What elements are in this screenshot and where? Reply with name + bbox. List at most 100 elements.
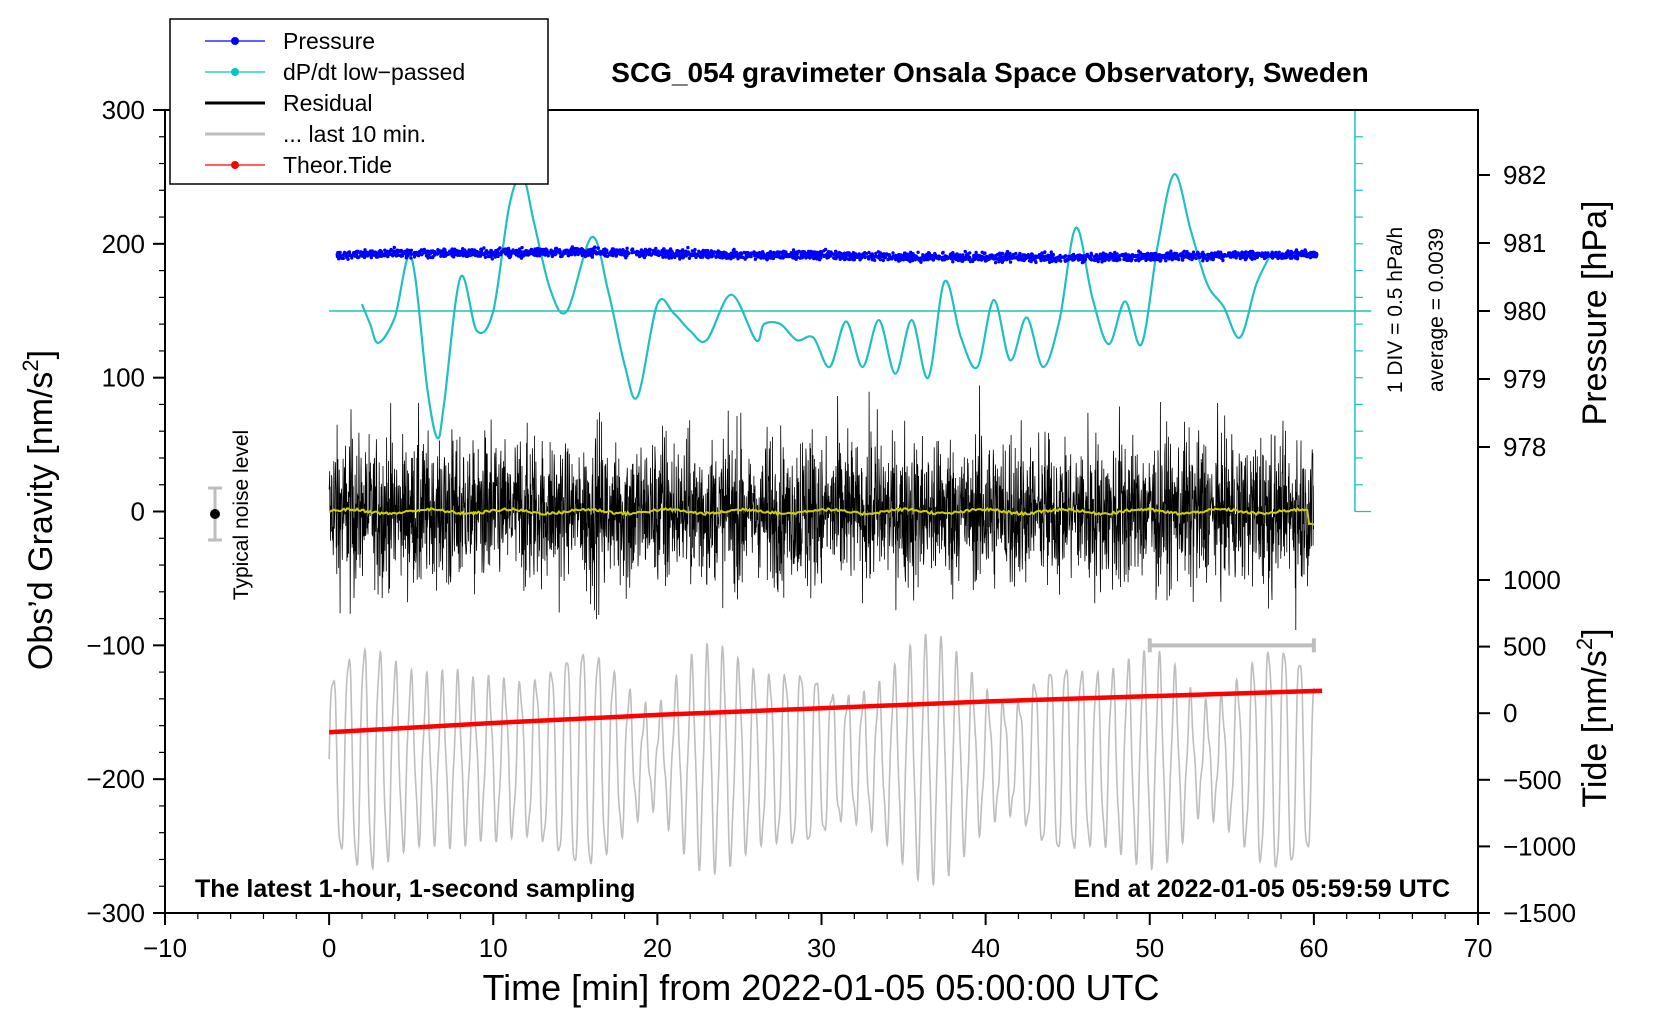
pressure-point: [1009, 255, 1013, 260]
legend-label: Theor.Tide: [283, 152, 392, 178]
pressure-point: [745, 251, 750, 256]
pressure-point: [719, 253, 724, 258]
pressure-point: [450, 247, 454, 251]
pressure-point: [370, 249, 374, 253]
pressure-point: [441, 254, 446, 258]
x-tick-label: 20: [643, 933, 672, 963]
pressure-point: [1006, 251, 1011, 256]
pressure-point: [1129, 254, 1134, 258]
pressure-point: [677, 251, 681, 255]
pressure-point: [1018, 257, 1022, 262]
pressure-point: [709, 249, 713, 253]
pressure-point: [470, 249, 474, 253]
pressure-point: [1065, 257, 1070, 261]
pressure-point: [941, 250, 945, 255]
legend-label: Pressure: [283, 28, 375, 54]
pressure-point: [731, 248, 735, 253]
pressure-point: [647, 250, 652, 254]
pressure-point: [832, 256, 837, 260]
tide-tick-label: −1500: [1503, 898, 1576, 928]
dpdt-average-label: average = 0.0039: [1425, 228, 1448, 392]
y-axis-label-pressure: Pressure [hPa]: [1576, 201, 1614, 426]
pressure-point: [409, 248, 414, 252]
y-tick-label: −200: [86, 764, 145, 794]
pressure-point: [1294, 248, 1299, 252]
pressure-point: [569, 252, 574, 257]
pressure-point: [608, 251, 612, 256]
pressure-point: [1039, 258, 1043, 263]
pressure-point: [742, 250, 746, 255]
pressure-point: [1082, 256, 1086, 260]
pressure-point: [968, 259, 973, 264]
pressure-point: [593, 245, 597, 249]
pressure-point: [956, 255, 961, 259]
pressure-point: [1164, 252, 1169, 256]
pressure-point: [599, 249, 603, 254]
pressure-point: [926, 257, 930, 262]
pressure-point: [993, 260, 998, 265]
pressure-point: [467, 252, 471, 256]
tide-tick-label: 1000: [1503, 565, 1561, 595]
residual-mean-trace: [328, 506, 1315, 526]
pressure-point: [1098, 252, 1102, 256]
pressure-point: [1072, 257, 1076, 262]
pressure-point: [490, 257, 494, 261]
pressure-point: [1113, 251, 1117, 256]
pressure-point: [452, 251, 456, 256]
pressure-point: [523, 251, 527, 255]
pressure-point: [1238, 256, 1243, 261]
pressure-point: [910, 258, 915, 263]
pressure-point: [1094, 253, 1099, 257]
last-10-min-trace: [328, 633, 1315, 887]
pressure-point: [580, 249, 584, 253]
pressure-point: [377, 250, 381, 254]
pressure-point: [1111, 258, 1115, 262]
y-tick-label: 0: [131, 497, 145, 527]
pressure-point: [1075, 254, 1080, 258]
pressure-point: [643, 253, 647, 258]
pressure-point: [919, 260, 923, 264]
pressure-point: [479, 250, 484, 255]
pressure-point: [643, 247, 648, 252]
pressure-point: [386, 252, 390, 257]
pressure-point: [839, 251, 843, 256]
pressure-point: [761, 250, 765, 254]
pressure-point: [651, 248, 656, 253]
pressure-point: [789, 251, 793, 255]
pressure-point: [1169, 249, 1173, 253]
pressure-point: [520, 245, 524, 250]
pressure-point: [395, 248, 399, 252]
pressure-point: [897, 259, 901, 263]
legend-entry: Pressure: [205, 28, 375, 54]
pressure-point: [618, 248, 622, 252]
pressure-point: [1100, 260, 1104, 264]
pressure-point: [1062, 255, 1066, 259]
pressure-point: [625, 246, 629, 250]
pressure-point: [1226, 253, 1231, 257]
pressure-point: [1253, 254, 1257, 258]
pressure-point: [637, 250, 642, 255]
pressure-point: [805, 254, 809, 259]
pressure-point: [791, 253, 796, 258]
pressure-point: [379, 250, 384, 254]
pressure-point: [345, 255, 349, 259]
pressure-point: [1128, 258, 1133, 262]
pressure-point: [442, 247, 446, 251]
pressure-point: [1249, 252, 1253, 256]
pressure-point: [438, 249, 442, 254]
pressure-point: [566, 252, 570, 256]
pressure-point: [1108, 254, 1112, 258]
pressure-point: [1144, 252, 1148, 257]
pressure-point: [1122, 254, 1126, 259]
pressure-point: [554, 246, 559, 250]
pressure-point: [857, 252, 861, 256]
pressure-point: [482, 252, 486, 256]
pressure-point: [700, 252, 704, 257]
chart-title: SCG_054 gravimeter Onsala Space Observat…: [611, 57, 1368, 88]
pressure-point: [985, 255, 990, 259]
pressure-point: [772, 250, 776, 255]
pressure-point: [348, 253, 352, 257]
pressure-point: [968, 251, 972, 255]
pressure-point: [811, 254, 815, 258]
pressure-point: [1118, 253, 1123, 258]
